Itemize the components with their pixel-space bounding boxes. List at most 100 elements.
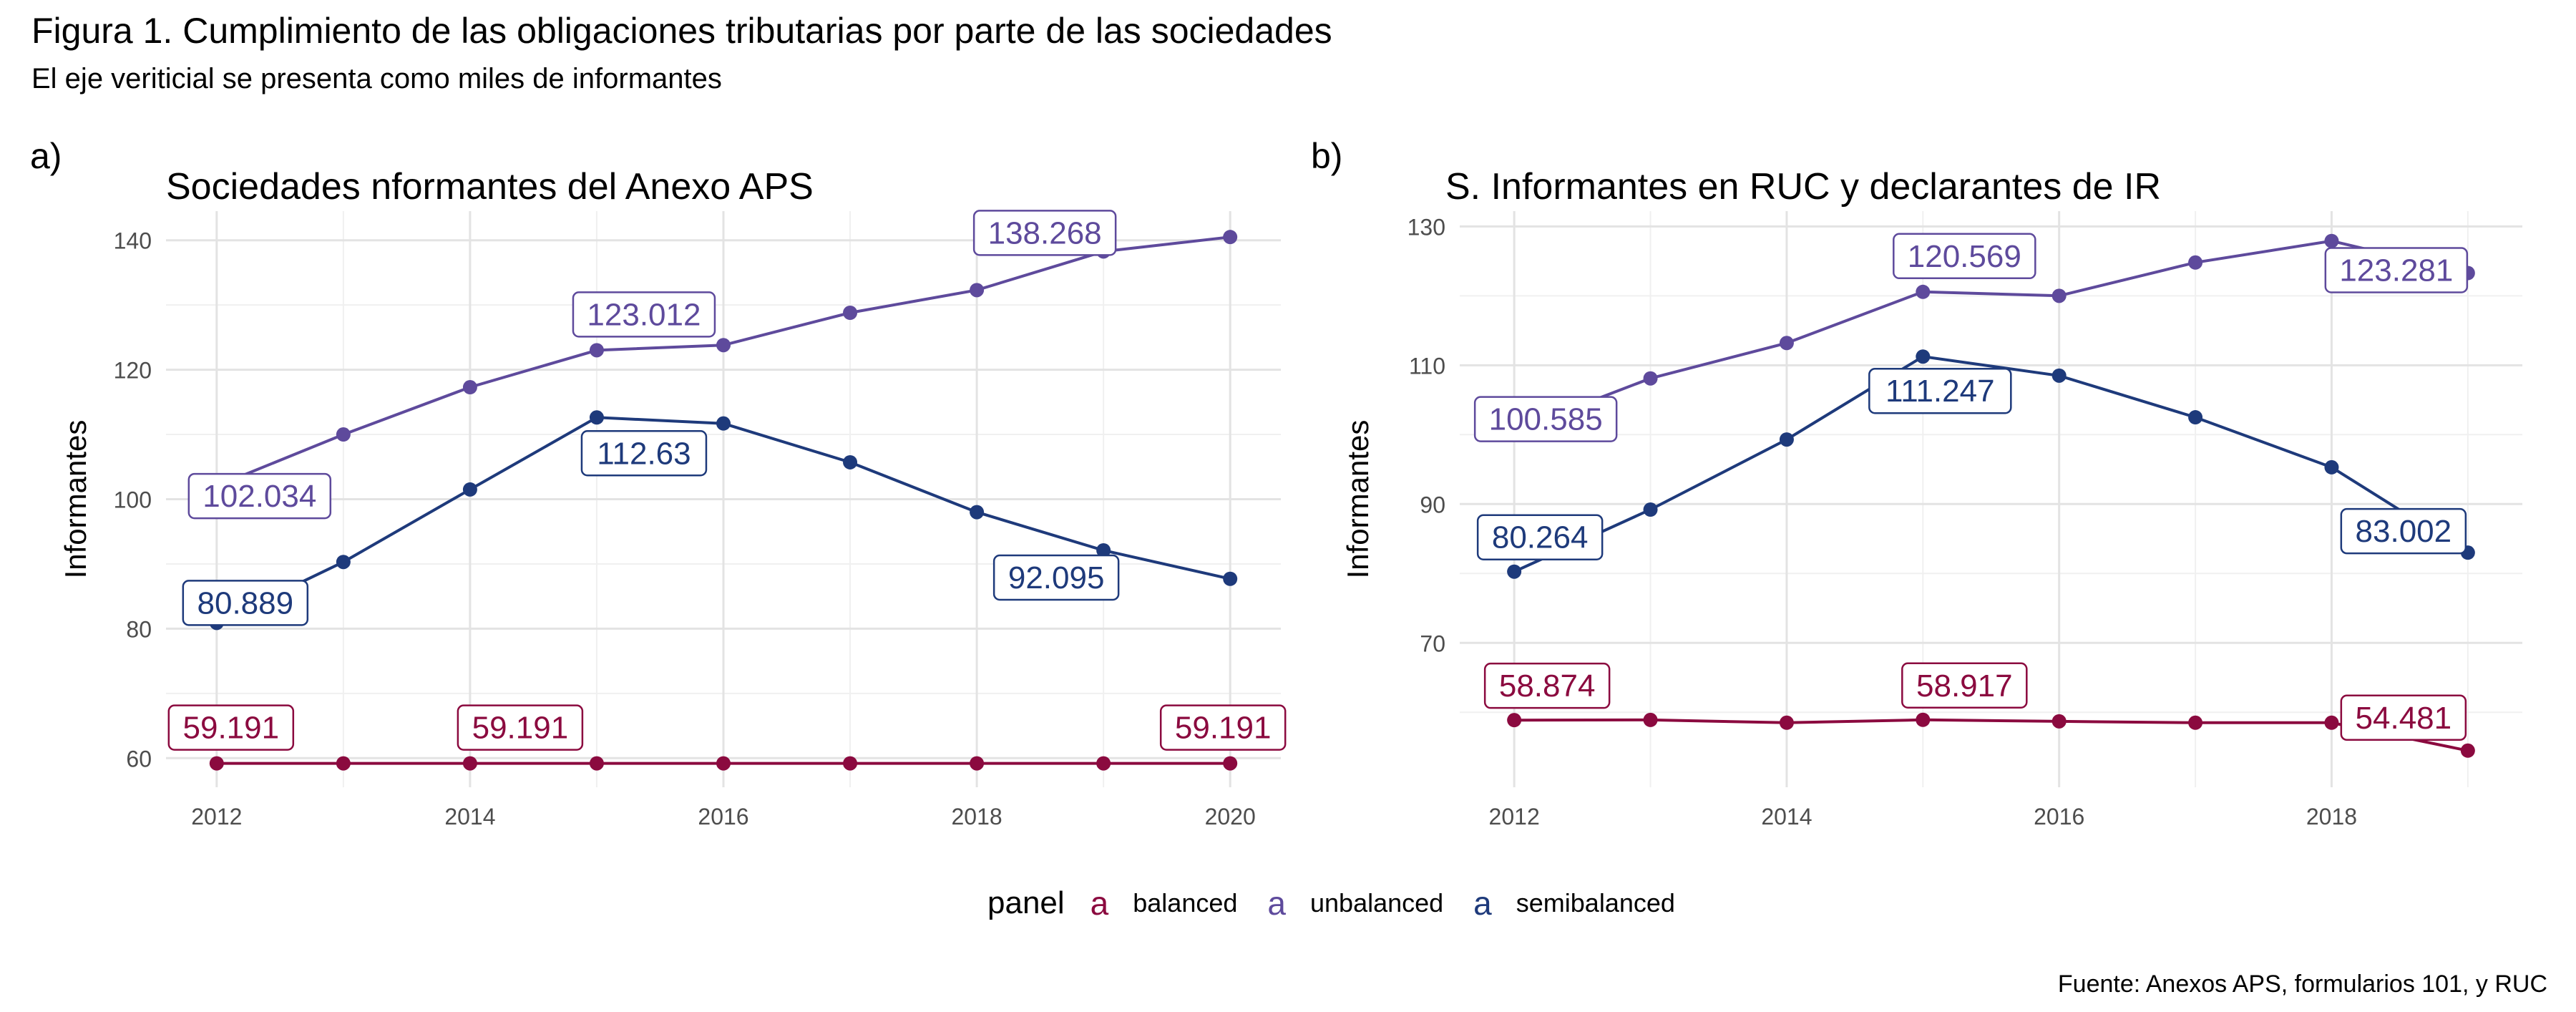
data-point-balanced: [843, 756, 858, 771]
data-label-box: [187, 472, 332, 520]
data-label-box: [2324, 247, 2469, 293]
legend-label-semibalanced: semibalanced: [1516, 888, 1675, 918]
data-point-balanced: [1507, 713, 1522, 728]
data-point-unbalanced: [1643, 371, 1658, 386]
data-point-semibalanced: [970, 505, 985, 520]
data-point-semibalanced: [716, 416, 731, 431]
data-label-text: 59.191: [472, 711, 569, 746]
x-tick-label: 2018: [951, 804, 1002, 829]
data-point-unbalanced: [970, 283, 985, 298]
data-label-semibalanced: 111.247: [1868, 367, 2012, 414]
y-tick-label: 130: [1407, 214, 1445, 240]
data-label-text: 58.874: [1499, 668, 1596, 704]
x-tick-label: 2020: [1205, 804, 1256, 829]
figure-title: Figura 1. Cumplimiento de las obligacion…: [31, 11, 1332, 51]
data-point-semibalanced: [843, 454, 858, 469]
data-point-balanced: [1916, 712, 1931, 727]
y-axis-label: Informantes: [1341, 420, 1375, 579]
data-label-text: 80.264: [1492, 520, 1589, 555]
legend-title: panel: [987, 885, 1065, 920]
legend-key-balanced: a: [1090, 885, 1109, 922]
y-tick-label: 100: [114, 487, 152, 513]
data-point-unbalanced: [2324, 233, 2339, 248]
data-point-balanced: [1096, 756, 1111, 771]
data-label-box: [182, 580, 309, 626]
data-label-box: [1901, 662, 2028, 709]
legend-label-balanced: balanced: [1133, 888, 1238, 918]
data-label-unbalanced: 123.012: [572, 291, 716, 338]
data-label-balanced: 54.481: [2340, 694, 2467, 741]
legend-item-unbalanced: a unbalanced: [1267, 884, 1443, 923]
data-label-box: [2340, 694, 2467, 741]
data-label-text: 120.569: [1908, 239, 2021, 274]
data-label-text: 58.917: [1916, 668, 2013, 704]
data-label-box: [1159, 704, 1287, 751]
data-label-semibalanced: 80.889: [182, 580, 309, 626]
data-point-semibalanced: [589, 410, 604, 425]
x-tick-label: 2016: [2034, 804, 2084, 829]
data-label-text: 123.281: [2339, 253, 2453, 288]
data-point-balanced: [716, 756, 731, 771]
data-point-balanced: [1643, 712, 1658, 727]
data-point-semibalanced: [336, 555, 351, 570]
data-point-semibalanced: [1643, 502, 1658, 517]
legend-item-semibalanced: a semibalanced: [1473, 884, 1675, 923]
data-label-text: 59.191: [183, 711, 280, 746]
data-label-box: [1893, 233, 2036, 280]
data-label-balanced: 58.874: [1483, 662, 1611, 709]
data-point-semibalanced: [1507, 564, 1522, 579]
data-point-unbalanced: [1916, 284, 1931, 299]
panel-tag: b): [1311, 136, 1342, 176]
x-tick-label: 2012: [191, 804, 242, 829]
legend-key-unbalanced: a: [1267, 885, 1286, 922]
data-label-text: 138.268: [988, 215, 1102, 250]
data-label-text: 83.002: [2356, 514, 2452, 549]
data-label-text: 54.481: [2356, 701, 2452, 736]
data-point-semibalanced: [1223, 571, 1238, 586]
data-label-text: 112.63: [597, 436, 691, 471]
data-point-unbalanced: [1223, 230, 1238, 245]
y-tick-label: 110: [1409, 353, 1445, 379]
data-label-box: [1476, 514, 1604, 560]
x-tick-label: 2014: [444, 804, 495, 829]
data-label-unbalanced: 100.585: [1473, 396, 1618, 442]
panel-a: 60 80 100 120 140 2012 2014 2016 2018 2020 a) Socie…: [30, 136, 1287, 829]
legend-label-unbalanced: unbalanced: [1310, 888, 1444, 918]
data-label-semibalanced: 112.63: [580, 430, 708, 477]
data-point-balanced: [336, 756, 351, 771]
data-point-balanced: [462, 756, 477, 771]
data-label-balanced: 59.191: [167, 704, 295, 751]
data-point-balanced: [2188, 715, 2203, 730]
panel-tag: a): [30, 136, 62, 176]
x-tick-label: 2014: [1761, 804, 1812, 829]
panel-title: S. Informantes en RUC y declarantes de I…: [1445, 166, 2161, 208]
y-axis-label: Informantes: [59, 420, 92, 579]
data-label-box: [2340, 507, 2467, 555]
series-line-semibalanced: [1513, 355, 2469, 573]
data-label-unbalanced: 123.281: [2324, 247, 2469, 293]
legend-key-semibalanced: a: [1473, 885, 1492, 922]
data-label-semibalanced: 80.264: [1476, 514, 1604, 560]
data-label-box: [1483, 662, 1611, 709]
data-label-balanced: 59.191: [1159, 704, 1287, 751]
data-label-text: 59.191: [1175, 711, 1272, 746]
data-label-box: [457, 704, 584, 751]
data-point-semibalanced: [2188, 410, 2203, 425]
data-point-semibalanced: [2051, 368, 2067, 383]
data-label-semibalanced: 92.095: [992, 554, 1120, 601]
data-point-semibalanced: [1779, 432, 1794, 447]
x-tick-label: 2016: [698, 804, 748, 829]
data-point-semibalanced: [462, 482, 477, 497]
series-line-balanced: [1514, 718, 2469, 752]
data-point-semibalanced: [1096, 543, 1111, 558]
data-label-text: 80.889: [197, 585, 294, 621]
data-point-unbalanced: [2051, 288, 2067, 303]
data-label-text: 92.095: [1008, 560, 1105, 595]
data-point-unbalanced: [2188, 255, 2203, 270]
data-label-unbalanced: 120.569: [1893, 233, 2036, 280]
data-point-balanced: [1223, 756, 1238, 771]
series-line-unbalanced: [1513, 239, 2469, 432]
data-point-unbalanced: [589, 343, 604, 358]
y-tick-label: 80: [126, 616, 152, 642]
